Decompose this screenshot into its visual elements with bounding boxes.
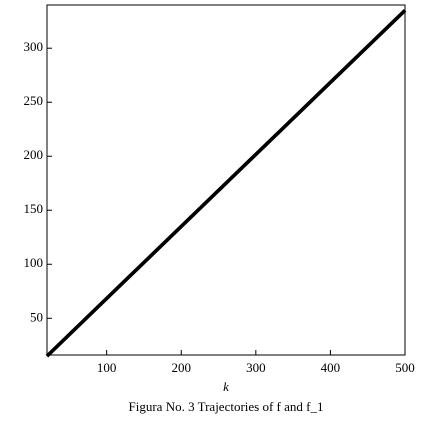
y-tick-label: 100: [24, 255, 44, 270]
x-tick-label: 500: [395, 360, 415, 375]
x-tick-label: 200: [172, 360, 192, 375]
y-tick-label: 300: [24, 39, 44, 54]
y-tick-label: 200: [24, 147, 44, 162]
y-tick-label: 250: [24, 93, 44, 108]
y-tick-label: 150: [24, 201, 44, 216]
caption: Figura No. 3 Trajectories of f and f_1: [129, 399, 324, 414]
x-tick-label: 400: [321, 360, 341, 375]
x-tick-label: 100: [97, 360, 117, 375]
y-tick-label: 50: [30, 309, 43, 324]
x-axis-label: k: [223, 379, 229, 394]
plot-frame: [46, 4, 406, 356]
x-tick-label: 300: [246, 360, 266, 375]
trajectory-line: [45, 9, 407, 358]
